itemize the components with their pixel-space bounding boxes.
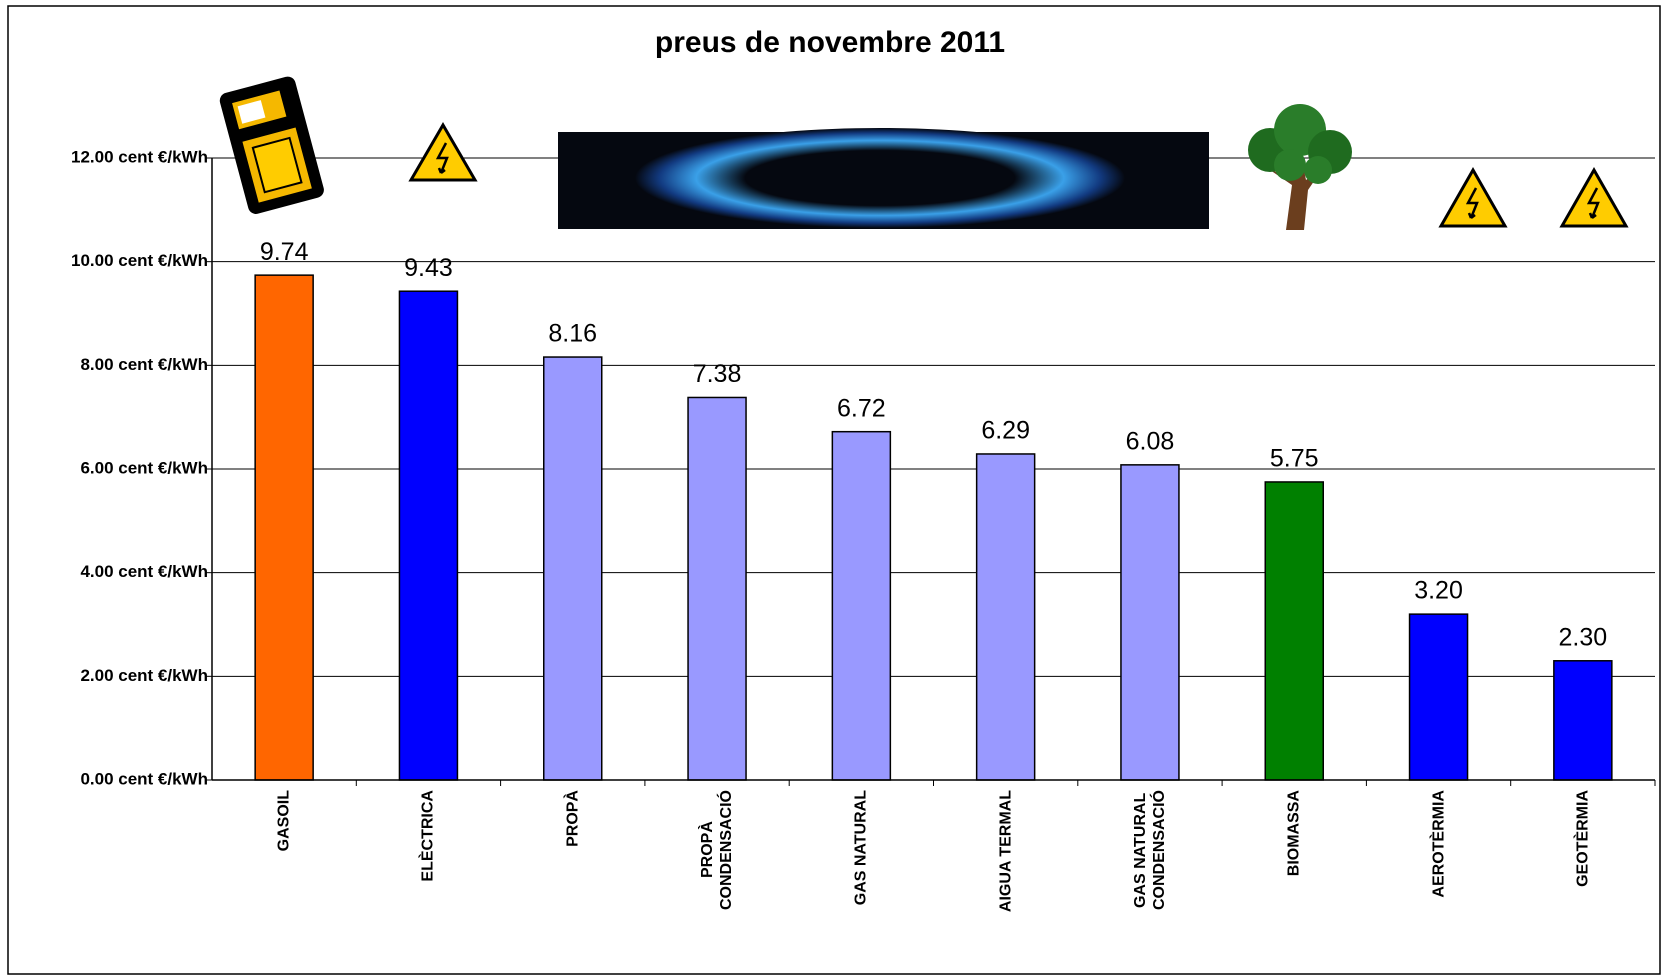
x-tick-label: ELÈCTRICA [419, 790, 437, 882]
bars: 9.74 9.43 8.16 7.38 6.72 6.29 6.08 5.75 3.20 2.30 [254, 238, 1613, 781]
value-label: 6.72 [837, 394, 886, 422]
bar [1553, 660, 1613, 781]
y-tick-label: 0.00 cent €/kWh [80, 769, 208, 788]
value-label: 5.75 [1270, 445, 1319, 473]
y-tick-label: 2.00 cent €/kWh [80, 666, 208, 685]
x-tick-label: GASOIL [275, 790, 293, 852]
bar [1120, 464, 1180, 781]
value-label: 9.43 [404, 254, 453, 282]
value-label: 2.30 [1559, 623, 1608, 651]
bar [398, 290, 459, 781]
bar [543, 356, 603, 781]
x-tick-label: PROPÀ CONDENSACIÓ [699, 790, 736, 911]
value-label: 6.08 [1126, 427, 1175, 455]
bar [1264, 481, 1324, 781]
chart-title: preus de novembre 2011 [655, 26, 1005, 59]
bar [831, 430, 892, 781]
bar [254, 274, 314, 781]
x-tick-label: GAS NATURAL [852, 790, 870, 906]
tree-icon [1248, 104, 1352, 230]
value-label: 3.20 [1414, 577, 1463, 605]
y-tick-label: 8.00 cent €/kWh [80, 355, 208, 374]
value-label: 9.74 [260, 238, 309, 266]
x-tick-label: GEOTÈRMIA [1574, 790, 1592, 887]
x-tick-label: PROPÀ [564, 790, 582, 847]
y-tick-label: 6.00 cent €/kWh [80, 458, 208, 477]
gas-flame-image [558, 128, 1209, 229]
value-label: 8.16 [548, 320, 597, 348]
y-tick-label: 12.00 cent €/kWh [71, 147, 208, 166]
bar [975, 453, 1036, 781]
x-tick-label: GAS NATURAL CONDENSACIÓ [1131, 790, 1168, 911]
value-label: 6.29 [981, 417, 1030, 445]
warning-icons [408, 122, 1629, 228]
fuel-pump-icon [219, 76, 324, 214]
x-tick-label: AIGUA TERMAL [997, 790, 1015, 913]
value-label: 7.38 [693, 360, 742, 388]
y-tick-label: 10.00 cent €/kWh [71, 251, 208, 270]
x-tick-label: BIOMASSA [1285, 790, 1303, 877]
x-tick-label: AEROTÈRMIA [1430, 790, 1448, 898]
y-tick-label: 4.00 cent €/kWh [80, 562, 208, 581]
bar [687, 396, 747, 781]
bar [1408, 613, 1469, 781]
